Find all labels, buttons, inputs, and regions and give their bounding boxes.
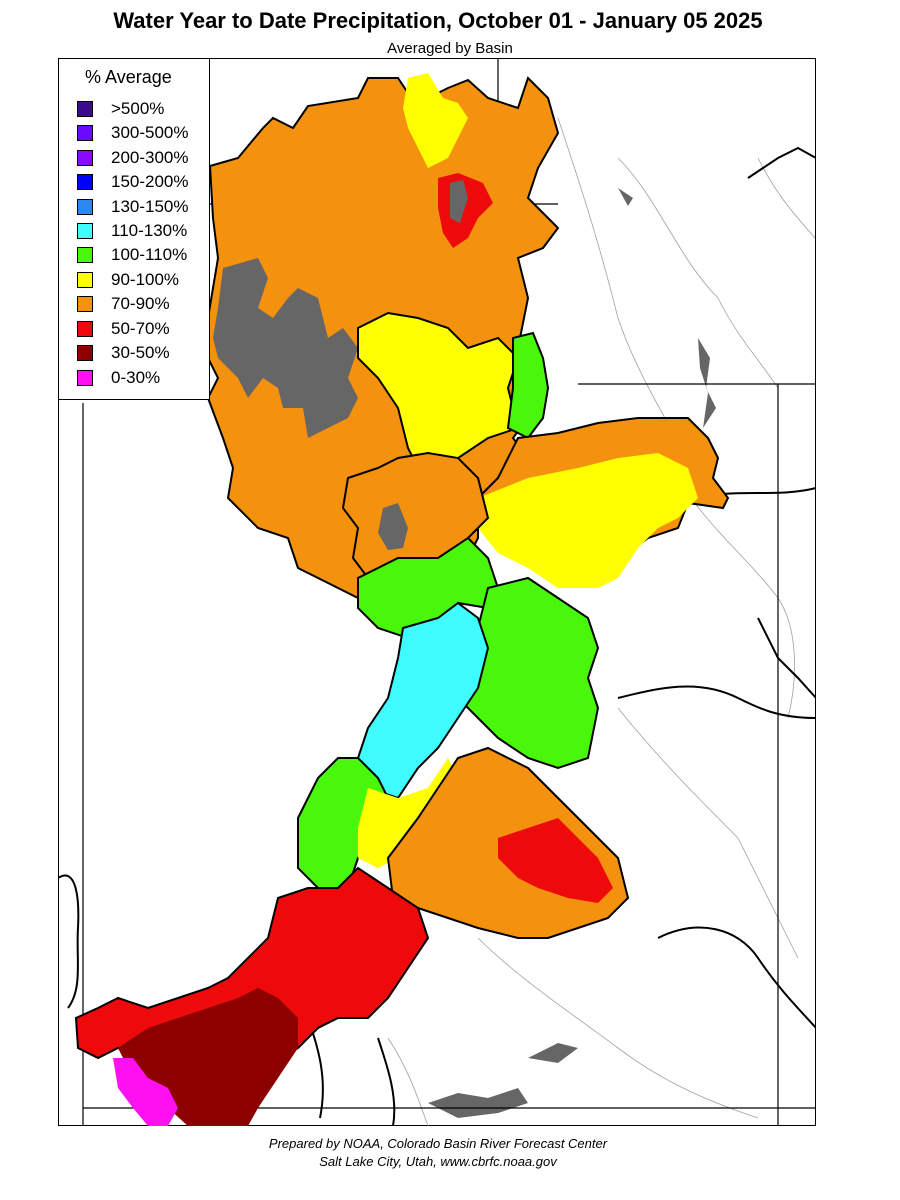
legend-label: >500% [111, 99, 165, 118]
legend-swatch [77, 321, 93, 337]
legend-swatch [77, 199, 93, 215]
legend-title: % Average [85, 67, 172, 87]
basin-region [478, 453, 698, 588]
legend-item: 100-110% [77, 245, 187, 265]
legend-item: 0-30% [77, 368, 160, 388]
legend-item: 50-70% [77, 319, 170, 339]
legend-label: 110-130% [111, 221, 188, 240]
legend-swatch [77, 296, 93, 312]
legend-item: 300-500% [77, 123, 189, 143]
map-subtitle: Averaged by Basin [387, 40, 513, 57]
lake-region [213, 258, 358, 438]
water-bodies [428, 188, 716, 1118]
legend-item: 110-130% [77, 221, 187, 241]
legend-label: 200-300% [111, 148, 189, 167]
basin-map [58, 58, 816, 1126]
legend-item: 70-90% [77, 294, 170, 314]
legend-label: 70-90% [111, 294, 170, 313]
basin-region [357, 311, 520, 480]
lake-region [450, 180, 468, 223]
footer-credit: Prepared by NOAA, Colorado Basin River F… [268, 1136, 608, 1151]
legend-swatch [77, 345, 93, 361]
footer-location: Salt Lake City, Utah, www.cbrfc.noaa.gov [319, 1154, 557, 1169]
lake-region [378, 503, 408, 550]
legend-swatch [77, 125, 93, 141]
legend-swatch [77, 150, 93, 166]
basin-region [403, 73, 468, 168]
legend-swatch [77, 223, 93, 239]
basin-region [358, 758, 458, 868]
legend-item: 200-300% [77, 148, 189, 168]
legend-item: 90-100% [77, 270, 179, 290]
legend-label: 100-110% [111, 245, 188, 264]
legend-label: 50-70% [111, 319, 170, 338]
basin-region [113, 1058, 178, 1126]
legend-label: 150-200% [111, 172, 189, 191]
legend-swatch [77, 247, 93, 263]
legend-item: 130-150% [77, 197, 189, 217]
legend-swatch [77, 101, 93, 117]
legend-item: >500% [77, 99, 164, 119]
legend-swatch [77, 272, 93, 288]
legend-label: 0-30% [111, 368, 161, 387]
basin-region [506, 331, 550, 440]
legend-item: 30-50% [77, 343, 170, 363]
legend-swatch [77, 174, 93, 190]
legend-item: 150-200% [77, 172, 189, 192]
map-title: Water Year to Date Precipitation, Octobe… [113, 8, 763, 33]
legend-label: 130-150% [111, 197, 189, 216]
basin-region [498, 818, 613, 903]
legend-label: 300-500% [111, 123, 189, 142]
legend-box: % Average >500% 300-500% 200-300% 150-20… [58, 58, 210, 400]
basin-region [356, 601, 490, 800]
legend-label: 90-100% [111, 270, 180, 289]
legend-swatch [77, 370, 93, 386]
legend-label: 30-50% [111, 343, 170, 362]
